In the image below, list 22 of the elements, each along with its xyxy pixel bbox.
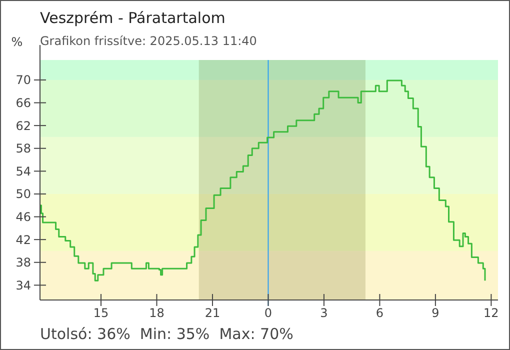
- chart-title: Veszprém - Páratartalom: [40, 9, 226, 27]
- y-tick-label: 38: [16, 256, 31, 270]
- text: Utolsó: 36% Min: 35% Max: 70%: [40, 325, 294, 343]
- x-tick-label: 18: [149, 306, 164, 320]
- y-tick-label: 70: [16, 73, 31, 88]
- y-tick-label: 50: [16, 187, 31, 202]
- x-tick-label: 6: [376, 306, 384, 320]
- x-tick-label: 9: [432, 306, 440, 320]
- x-tick-label: 3: [320, 306, 328, 320]
- y-tick-label: 42: [16, 232, 31, 247]
- y-tick-label: 58: [16, 142, 31, 156]
- y-tick-label: 46: [16, 210, 31, 224]
- x-tick-label: 15: [93, 306, 109, 320]
- y-tick-label: 34: [16, 278, 31, 292]
- y-tick-label: 66: [16, 96, 31, 110]
- y-axis-title: %: [11, 35, 23, 49]
- chart-subtitle: Grafikon frissítve: 2025.05.13 11:40: [40, 34, 257, 48]
- y-tick-label: 62: [16, 118, 31, 133]
- y-tick-label: 54: [16, 164, 31, 178]
- x-tick-label: 12: [484, 306, 499, 320]
- x-tick-label: 0: [264, 306, 272, 320]
- x-tick-label: 21: [204, 306, 220, 320]
